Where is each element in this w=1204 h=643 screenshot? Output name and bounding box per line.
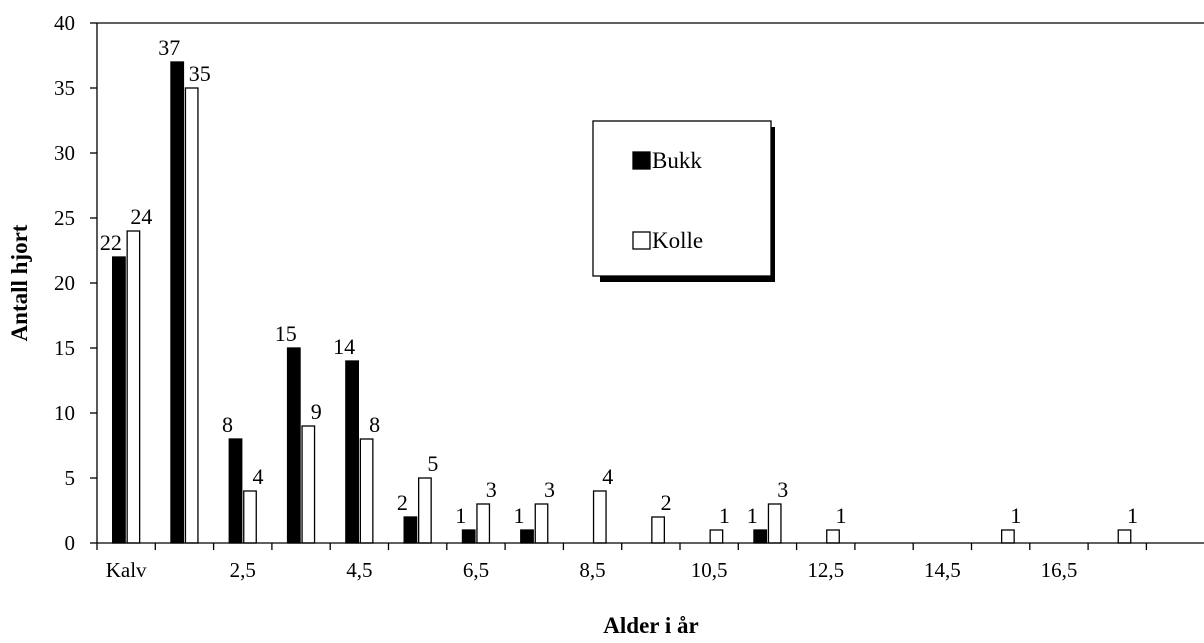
bar-kolle [417,477,432,544]
legend-swatch-kolle [632,231,651,250]
data-label-kolle: 1 [1127,503,1138,528]
data-label-kolle: 4 [602,464,613,489]
bar-bukk [345,360,360,544]
data-label-bukk: 14 [333,334,355,359]
bars [112,61,1132,544]
data-label-bukk: 22 [100,230,122,255]
data-label-kolle: 2 [661,490,672,515]
bar-kolle [1001,529,1015,544]
bar-kolle [709,529,724,544]
data-label-bukk: 8 [222,412,233,437]
data-label-bukk: 37 [158,35,180,60]
y-tick-label: 35 [54,76,75,100]
bar-bukk [170,61,185,544]
bar-kolle [184,87,199,544]
bar-bukk [286,347,301,544]
data-label-kolle: 4 [253,464,264,489]
data-label-bukk: 1 [455,503,466,528]
y-tick-label: 25 [54,206,75,230]
bar-bukk [228,438,243,544]
bar-kolle [243,490,257,544]
x-tick-label: 4,5 [346,558,372,582]
data-label-bukk: 15 [275,321,297,346]
bar-bukk [403,516,418,544]
bar-kolle [651,516,665,544]
y-tick-label: 15 [54,336,75,360]
bar-bukk [520,529,534,544]
bar-kolle [767,503,782,544]
data-label-kolle: 3 [486,477,497,502]
bar-kolle [301,425,316,544]
x-tick-label: Kalv [106,558,147,582]
y-tick-label: 0 [65,531,76,555]
data-label-kolle: 1 [836,503,847,528]
x-tick-label: 14,5 [924,558,961,582]
bar-kolle [1117,529,1132,544]
legend-swatch-bukk [632,151,651,170]
bar-bukk [112,256,126,544]
y-tick-label: 30 [54,141,75,165]
data-label-kolle: 8 [369,412,380,437]
data-label-kolle: 3 [777,477,788,502]
y-tick-label: 5 [65,466,76,490]
data-label-kolle: 24 [130,204,152,229]
data-label-kolle: 1 [1010,503,1021,528]
x-tick-label: 12,5 [807,558,844,582]
y-axis-ticks: 0 5 10 15 20 25 30 35 40 [54,11,97,555]
x-tick-label: 2,5 [230,558,256,582]
bar-kolle [534,503,549,544]
y-axis-title: Antall hjort [7,224,32,341]
data-label-kolle: 9 [311,399,322,424]
bar-kolle [126,230,141,544]
y-tick-label: 10 [54,401,75,425]
x-tick-label: 6,5 [463,558,489,582]
x-axis-title: Alder i år [603,613,698,638]
data-label-bukk: 2 [397,490,408,515]
data-label-kolle: 1 [719,503,730,528]
bar-bukk [461,529,476,544]
data-label-bukk: 1 [747,503,758,528]
y-tick-label: 20 [54,271,75,295]
legend-label-bukk: Bukk [652,148,702,173]
x-tick-label: 16,5 [1041,558,1078,582]
legend-label-kolle: Kolle [652,228,703,253]
bar-kolle [476,503,491,544]
bar-kolle [359,438,374,544]
x-tick-label: 8,5 [579,558,605,582]
x-tick-label: 10,5 [691,558,728,582]
data-label-bukk: 1 [514,503,525,528]
bar-kolle [592,490,607,544]
data-label-kolle: 5 [427,451,438,476]
y-tick-label: 40 [54,11,75,35]
data-label-kolle: 35 [189,61,211,86]
bar-bukk [753,529,768,544]
legend-box [592,120,772,277]
legend: Bukk Kolle [592,120,775,282]
data-label-kolle: 3 [544,477,555,502]
bar-kolle [826,529,840,544]
x-axis-ticks: Kalv 2,5 4,5 6,5 8,5 10,5 12,5 14,5 16,5 [96,543,1148,582]
